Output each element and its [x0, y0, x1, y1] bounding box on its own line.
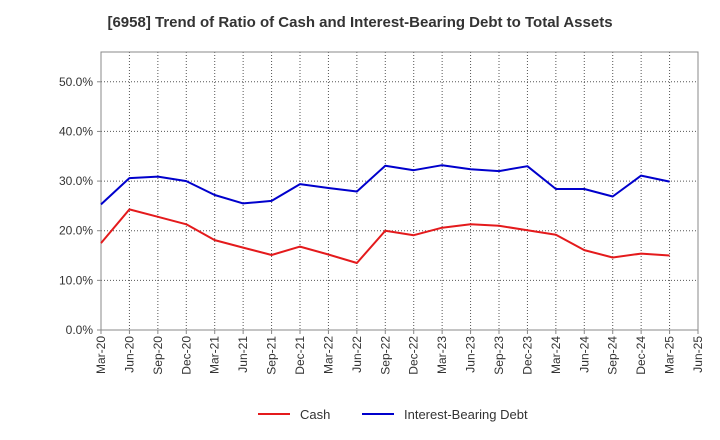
x-tick-label: Sep-21 — [265, 336, 279, 375]
y-tick-label: 50.0% — [59, 75, 93, 89]
y-tick-label: 30.0% — [59, 174, 93, 188]
x-tick-label: Dec-24 — [634, 336, 648, 375]
plot-frame — [100, 51, 699, 331]
x-tick-label: Dec-23 — [520, 336, 534, 375]
x-tick-label: Sep-20 — [151, 336, 165, 375]
y-axis-ticks: 0.0% 10.0% 20.0% 30.0% 40.0% 50.0% — [59, 75, 101, 337]
legend: Cash Interest-Bearing Debt — [258, 407, 528, 422]
axes — [100, 51, 699, 331]
series-line-1 — [100, 164, 670, 206]
x-tick-label: Sep-24 — [606, 336, 620, 375]
x-tick-label: Jun-25 — [691, 336, 705, 373]
x-tick-label: Dec-21 — [293, 336, 307, 375]
series-line-0 — [100, 208, 670, 264]
grid-lines — [101, 52, 698, 330]
x-tick-label: Sep-22 — [378, 336, 392, 375]
x-tick-label: Dec-22 — [407, 336, 421, 375]
chart-title: [6958] Trend of Ratio of Cash and Intere… — [107, 14, 613, 31]
x-tick-label: Mar-23 — [435, 336, 449, 374]
x-tick-label: Jun-24 — [577, 336, 591, 373]
y-tick-label: 0.0% — [66, 323, 94, 337]
x-tick-label: Mar-20 — [94, 336, 108, 374]
y-tick-label: 10.0% — [59, 273, 93, 287]
x-tick-label: Jun-20 — [122, 336, 136, 373]
x-tick-label: Jun-21 — [236, 336, 250, 373]
legend-label: Cash — [300, 407, 330, 422]
x-tick-label: Sep-23 — [492, 336, 506, 375]
x-tick-label: Mar-21 — [208, 336, 222, 374]
x-tick-label: Mar-22 — [321, 336, 335, 374]
y-tick-label: 40.0% — [59, 124, 93, 138]
x-tick-label: Mar-25 — [663, 336, 677, 374]
legend-label: Interest-Bearing Debt — [404, 407, 528, 422]
x-tick-label: Mar-24 — [549, 336, 563, 374]
y-tick-label: 20.0% — [59, 224, 93, 238]
x-tick-label: Jun-23 — [464, 336, 478, 373]
x-axis-ticks: Mar-20 Jun-20 Sep-20 Dec-20 Mar-21 Jun-21 Sep-… — [94, 330, 705, 375]
x-tick-label: Dec-20 — [179, 336, 193, 375]
series-lines — [100, 164, 670, 264]
x-tick-label: Jun-22 — [350, 336, 364, 373]
